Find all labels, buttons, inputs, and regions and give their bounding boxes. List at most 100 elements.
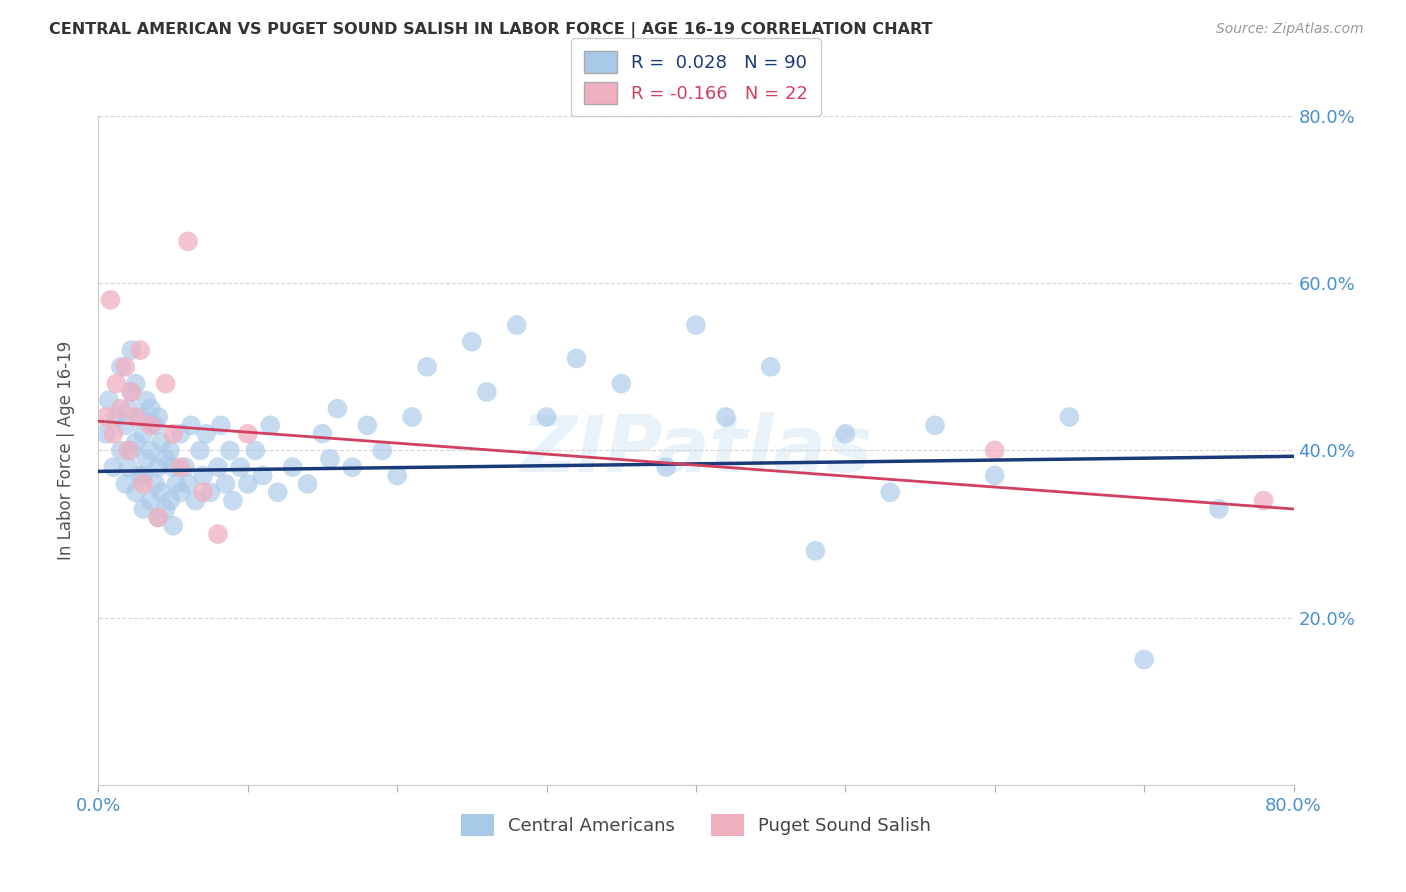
Point [159, 493, 181, 508]
Point [180, 418, 202, 433]
Point [177, 476, 200, 491]
Point [165, 476, 187, 491]
Point [150, 435, 173, 450]
Point [984, 468, 1007, 483]
Point [326, 401, 349, 416]
Point [135, 451, 157, 466]
Point [685, 318, 707, 332]
Point [148, 410, 170, 425]
Point [162, 426, 184, 441]
Point [214, 476, 236, 491]
Point [311, 426, 333, 441]
Point [267, 485, 290, 500]
Text: ZIPatlas: ZIPatlas [520, 412, 872, 489]
Point [103, 460, 125, 475]
Point [94, 410, 117, 425]
Point [114, 476, 136, 491]
Point [132, 426, 155, 441]
Point [195, 426, 218, 441]
Y-axis label: In Labor Force | Age 16-19: In Labor Force | Age 16-19 [56, 341, 75, 560]
Point [129, 468, 152, 483]
Point [143, 418, 166, 433]
Point [804, 543, 827, 558]
Point [162, 518, 184, 533]
Point [297, 476, 319, 491]
Point [169, 426, 191, 441]
Point [117, 443, 139, 458]
Point [236, 426, 259, 441]
Point [207, 460, 229, 475]
Point [103, 426, 125, 441]
Point [120, 384, 142, 399]
Point [924, 418, 946, 433]
Point [461, 334, 484, 349]
Point [159, 443, 181, 458]
Point [281, 460, 304, 475]
Point [536, 410, 558, 425]
Point [219, 443, 242, 458]
Point [120, 384, 142, 399]
Point [135, 393, 157, 408]
Point [150, 485, 173, 500]
Point [98, 293, 122, 307]
Point [148, 510, 170, 524]
Point [200, 485, 222, 500]
Point [356, 418, 378, 433]
Point [610, 376, 633, 391]
Point [114, 418, 136, 433]
Point [416, 359, 439, 374]
Point [125, 485, 148, 500]
Point [565, 351, 588, 366]
Point [97, 393, 120, 408]
Point [117, 401, 139, 416]
Point [139, 401, 162, 416]
Point [506, 318, 529, 332]
Point [155, 376, 177, 391]
Point [114, 359, 136, 374]
Point [132, 476, 155, 491]
Point [184, 493, 207, 508]
Point [655, 460, 678, 475]
Point [117, 460, 139, 475]
Point [120, 443, 142, 458]
Legend: Central Americans, Puget Sound Salish: Central Americans, Puget Sound Salish [454, 806, 938, 843]
Point [94, 426, 117, 441]
Point [125, 376, 148, 391]
Text: CENTRAL AMERICAN VS PUGET SOUND SALISH IN LABOR FORCE | AGE 16-19 CORRELATION CH: CENTRAL AMERICAN VS PUGET SOUND SALISH I… [49, 22, 932, 38]
Point [1208, 502, 1230, 516]
Point [188, 443, 211, 458]
Point [259, 418, 281, 433]
Point [125, 435, 148, 450]
Point [475, 384, 498, 399]
Point [120, 343, 142, 358]
Point [148, 510, 170, 524]
Point [177, 235, 200, 249]
Point [110, 359, 132, 374]
Point [984, 443, 1007, 458]
Point [371, 443, 394, 458]
Point [385, 468, 409, 483]
Point [191, 468, 214, 483]
Point [319, 451, 342, 466]
Point [129, 343, 152, 358]
Point [143, 476, 166, 491]
Point [155, 451, 177, 466]
Point [834, 426, 856, 441]
Point [191, 485, 214, 500]
Point [169, 485, 191, 500]
Point [139, 493, 162, 508]
Point [110, 401, 132, 416]
Point [139, 418, 162, 433]
Point [1253, 493, 1275, 508]
Point [105, 376, 128, 391]
Point [1059, 410, 1081, 425]
Point [342, 460, 364, 475]
Point [207, 527, 229, 541]
Point [125, 410, 148, 425]
Point [245, 443, 267, 458]
Point [148, 460, 170, 475]
Point [132, 468, 155, 483]
Point [229, 460, 252, 475]
Point [714, 410, 737, 425]
Point [169, 460, 191, 475]
